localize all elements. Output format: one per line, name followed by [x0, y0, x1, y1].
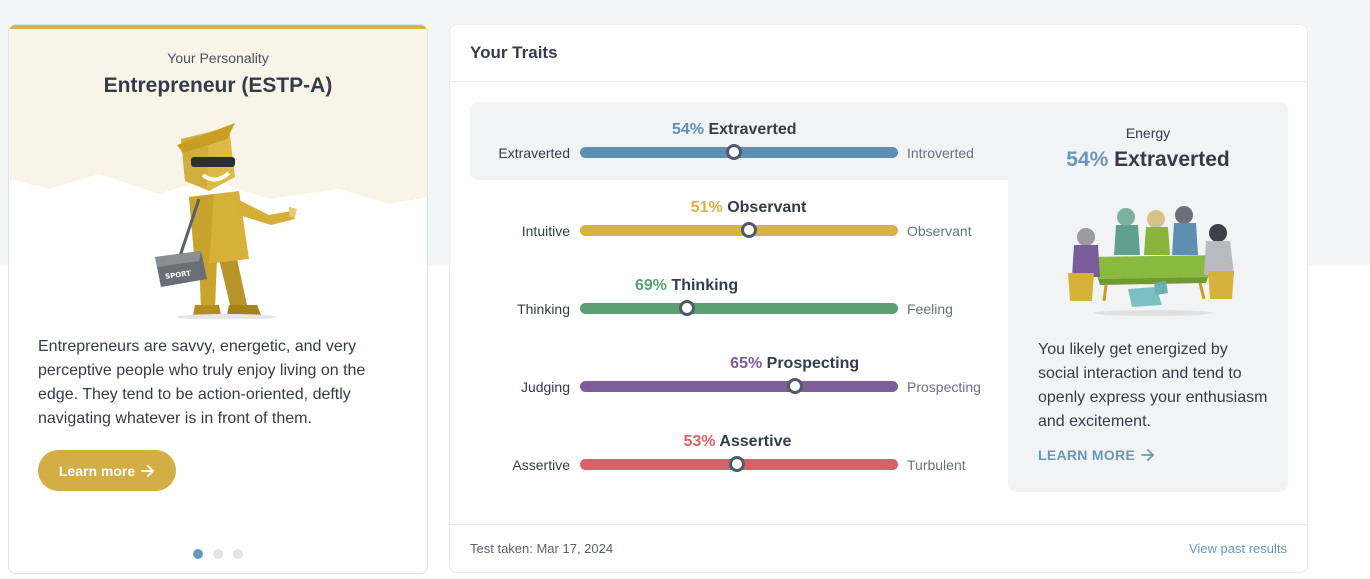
trait-name: Assertive — [719, 433, 792, 450]
trait-detail-label: Extraverted — [1114, 148, 1230, 171]
carousel-dot[interactable] — [233, 549, 243, 559]
trait-detail-percent: 54% — [1066, 148, 1109, 171]
arrow-right-icon — [141, 464, 155, 477]
trait-right-pole: Turbulent — [907, 457, 966, 473]
trait-left-pole: Judging — [520, 379, 570, 395]
trait-name: Observant — [727, 199, 807, 216]
learn-more-label: Learn more — [58, 462, 136, 479]
entrepreneur-illustration: SPORT — [155, 123, 297, 319]
personality-hero: Your Personality Entrepreneur (ESTP-A) S… — [9, 29, 427, 329]
trait-learn-more-link[interactable]: LEARN MORE — [1038, 447, 1155, 463]
trait-percent-label: 51% Observant — [691, 199, 807, 217]
trait-right-pole: Observant — [907, 223, 972, 239]
trait-row[interactable]: 69% Thinking Thinking Feeling — [470, 258, 1028, 336]
trait-percent-label: 54% Extraverted — [672, 121, 797, 139]
trait-detail-title: 54% Extraverted — [1008, 148, 1288, 172]
card-accent-bar — [9, 25, 427, 29]
trait-knob[interactable] — [786, 378, 803, 394]
trait-name: Prospecting — [766, 355, 860, 372]
trait-knob[interactable] — [678, 300, 695, 316]
trait-detail-eyebrow: Energy — [1125, 125, 1171, 141]
selected-trait-highlight — [470, 102, 1028, 180]
trait-left-pole: Assertive — [512, 457, 570, 473]
trait-percent: 53% — [683, 433, 716, 450]
carousel-dot[interactable] — [193, 549, 203, 559]
personality-eyebrow: Your Personality — [167, 50, 269, 66]
trait-knob[interactable] — [729, 456, 746, 472]
trait-bar[interactable] — [580, 381, 898, 392]
trait-percent-label: 65% Prospecting — [730, 355, 859, 373]
trait-knob[interactable] — [726, 144, 743, 160]
trait-name: Thinking — [671, 277, 739, 294]
trait-bar[interactable] — [580, 225, 898, 236]
personality-type-title: Entrepreneur (ESTP-A) — [103, 74, 333, 97]
traits-footer: Test taken: Mar 17, 2024 View past resul… — [450, 524, 1307, 572]
trait-bar[interactable] — [580, 303, 898, 314]
trait-left-pole: Intuitive — [521, 223, 570, 239]
trait-left-pole: Thinking — [517, 301, 570, 317]
traits-card: Your Traits 54% Extraverted Extraverted In… — [449, 24, 1308, 573]
traits-heading: Your Traits — [450, 25, 1307, 82]
trait-right-pole: Prospecting — [907, 379, 981, 395]
trait-row[interactable]: 65% Prospecting Judging Prospecting — [470, 336, 1028, 414]
arrow-right-icon — [1141, 449, 1155, 461]
trait-name: Extraverted — [708, 121, 797, 138]
trait-detail-description: You likely get energized by social inter… — [1038, 341, 1268, 430]
trait-row[interactable]: 51% Observant Intuitive Observant — [470, 180, 1028, 258]
trait-percent: 51% — [690, 199, 723, 216]
trait-right-pole: Feeling — [907, 301, 953, 317]
trait-detail-panel: Energy 54% Extraverted — [1008, 102, 1288, 492]
trait-percent: 69% — [634, 277, 667, 294]
learn-more-button[interactable]: Learn more — [38, 450, 176, 491]
group-illustration — [1068, 206, 1234, 316]
trait-knob[interactable] — [740, 222, 757, 238]
trait-percent: 54% — [671, 121, 704, 138]
trait-learn-more-label: LEARN MORE — [1038, 447, 1136, 463]
bag-label: SPORT — [165, 269, 192, 281]
trait-row[interactable]: 53% Assertive Assertive Turbulent — [470, 414, 1028, 492]
personality-card: Your Personality Entrepreneur (ESTP-A) S… — [8, 24, 428, 574]
carousel-dots — [193, 549, 243, 559]
personality-description: Entrepreneurs are savvy, energetic, and … — [38, 338, 366, 427]
trait-percent-label: 53% Assertive — [683, 433, 791, 451]
trait-right-pole: Introverted — [907, 145, 974, 161]
trait-left-pole: Extraverted — [498, 145, 570, 161]
carousel-dot[interactable] — [213, 549, 223, 559]
test-taken-date: Test taken: Mar 17, 2024 — [470, 541, 614, 556]
trait-row[interactable]: 54% Extraverted Extraverted Introverted — [470, 102, 1028, 180]
view-past-results-link[interactable]: View past results — [1188, 541, 1287, 556]
trait-percent: 65% — [730, 355, 763, 372]
trait-percent-label: 69% Thinking — [635, 277, 738, 295]
